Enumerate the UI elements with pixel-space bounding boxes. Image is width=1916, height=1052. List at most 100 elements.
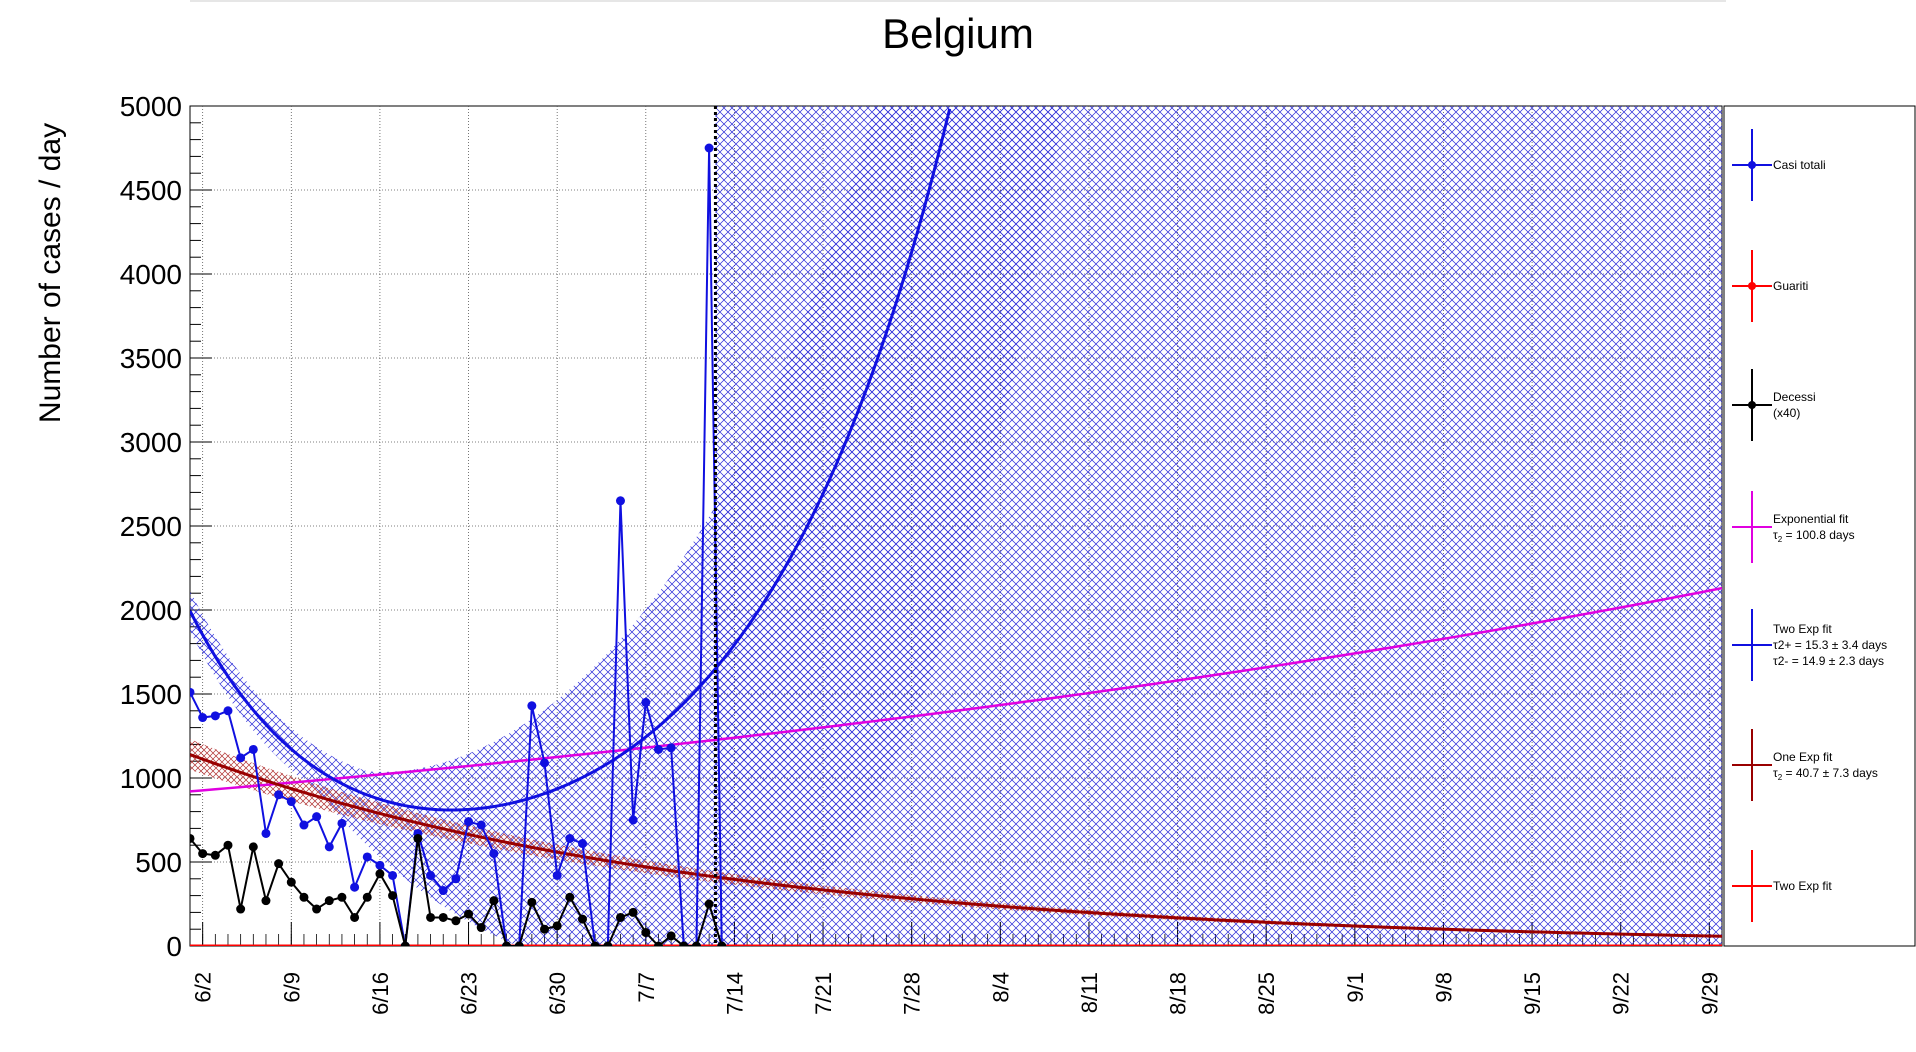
decessi-point: [324, 896, 334, 906]
legend-label: Casi totali: [1773, 158, 1826, 172]
decessi-point: [350, 912, 360, 922]
decessi-point: [717, 941, 727, 946]
y-tick-label: 4000: [120, 259, 182, 290]
casi-totali-point: [312, 812, 322, 822]
y-tick-label: 2000: [120, 595, 182, 626]
x-tick-label: 6/2: [191, 972, 216, 1003]
decessi-point: [400, 941, 410, 946]
x-tick-label: 8/25: [1254, 972, 1279, 1015]
decessi-point: [236, 904, 246, 914]
casi-totali-point: [426, 870, 436, 880]
decessi-point: [679, 941, 689, 946]
casi-totali-point: [552, 870, 562, 880]
decessi-point: [426, 912, 436, 922]
casi-totali-point: [299, 820, 309, 830]
decessi-point: [413, 833, 423, 843]
casi-totali-point: [388, 870, 398, 880]
casi-totali-point: [438, 886, 448, 896]
decessi-point: [337, 892, 347, 902]
decessi-point: [590, 941, 600, 946]
decessi-point: [603, 941, 613, 946]
casi-totali-point: [641, 697, 651, 707]
casi-totali-point: [653, 744, 663, 754]
one-exp-fit-line: [190, 753, 1722, 938]
legend-label: Two Exp fit: [1773, 622, 1832, 636]
casi-totali-point: [362, 852, 372, 862]
casi-totali-point: [190, 687, 195, 697]
casi-totali-point: [324, 842, 334, 852]
legend-label: Decessi: [1773, 390, 1816, 404]
x-tick-label: 6/9: [279, 972, 304, 1003]
decessi-point: [514, 941, 524, 946]
decessi-point: [223, 840, 233, 850]
casi-totali-point: [628, 815, 638, 825]
y-tick-label: 1000: [120, 763, 182, 794]
x-tick-label: 7/14: [722, 972, 747, 1015]
casi-totali-point: [565, 833, 575, 843]
casi-totali-point: [198, 713, 208, 723]
legend-label: τ2- = 14.9 ± 2.3 days: [1773, 654, 1884, 668]
decessi-point: [653, 941, 663, 946]
decessi-point: [388, 891, 398, 901]
decessi-point: [527, 897, 537, 907]
decessi-point: [261, 896, 271, 906]
casi-totali-point: [286, 797, 296, 807]
one-exp-fit-band: [190, 739, 1722, 937]
decessi-point: [615, 912, 625, 922]
legend-label: τ2 = 40.7 ± 7.3 days: [1773, 766, 1878, 782]
legend: Casi totali Guariti Decessi (x40) Exponentia…: [1723, 105, 1916, 947]
decessi-point: [577, 914, 587, 924]
casi-totali-point: [476, 820, 486, 830]
casi-totali-point: [350, 882, 360, 892]
decessi-point: [552, 921, 562, 931]
x-tick-label: 9/8: [1431, 972, 1456, 1003]
decessi-point: [286, 877, 296, 887]
legend-marker-dot: [1748, 161, 1756, 169]
decessi-point: [362, 892, 372, 902]
decessi-point: [248, 842, 258, 852]
decessi-point: [375, 869, 385, 879]
x-tick-label: 6/30: [545, 972, 570, 1015]
legend-label: (x40): [1773, 406, 1800, 420]
series-layer: [190, 106, 1722, 946]
decessi-point: [489, 896, 499, 906]
two-exp-fit-band-extension: [715, 106, 1722, 946]
casi-totali-point: [274, 790, 284, 800]
casi-totali-point: [261, 828, 271, 838]
y-tick-label: 3500: [120, 343, 182, 374]
decessi-point: [299, 892, 309, 902]
decessi-point: [666, 931, 676, 941]
casi-totali-point: [223, 706, 233, 716]
legend-marker-dot: [1748, 282, 1756, 290]
x-tick-label: 8/18: [1166, 972, 1191, 1015]
legend-label: One Exp fit: [1773, 750, 1833, 764]
x-tick-label: 8/11: [1077, 972, 1102, 1013]
casi-totali-point: [451, 874, 461, 884]
x-tick-label: 9/15: [1520, 972, 1545, 1015]
legend-label: Two Exp fit: [1773, 879, 1832, 893]
y-tick-label: 4500: [120, 175, 182, 206]
x-tick-label: 6/16: [368, 972, 393, 1015]
y-tick-label: 0: [166, 931, 182, 962]
casi-totali-point: [236, 753, 246, 763]
x-tick-label: 6/23: [457, 972, 482, 1015]
legend-label: τ2+ = 15.3 ± 3.4 days: [1773, 638, 1887, 652]
decessi-point: [210, 850, 220, 860]
casi-totali-point: [464, 817, 474, 827]
casi-totali-point: [615, 496, 625, 506]
casi-totali-point: [337, 818, 347, 828]
decessi-point: [438, 912, 448, 922]
casi-totali-point: [666, 743, 676, 753]
decessi-point: [641, 928, 651, 938]
x-tick-label: 7/7: [634, 972, 659, 1003]
casi-totali-point: [704, 143, 714, 153]
decessi-point: [691, 941, 701, 946]
casi-totali-point: [210, 711, 220, 721]
two-exp-fit-line: [190, 108, 952, 812]
decessi-point: [628, 907, 638, 917]
y-tick-label: 500: [135, 847, 182, 878]
x-tick-label: 9/1: [1343, 972, 1368, 1003]
decessi-point: [190, 833, 195, 843]
x-tick-label: 7/21: [811, 972, 836, 1015]
